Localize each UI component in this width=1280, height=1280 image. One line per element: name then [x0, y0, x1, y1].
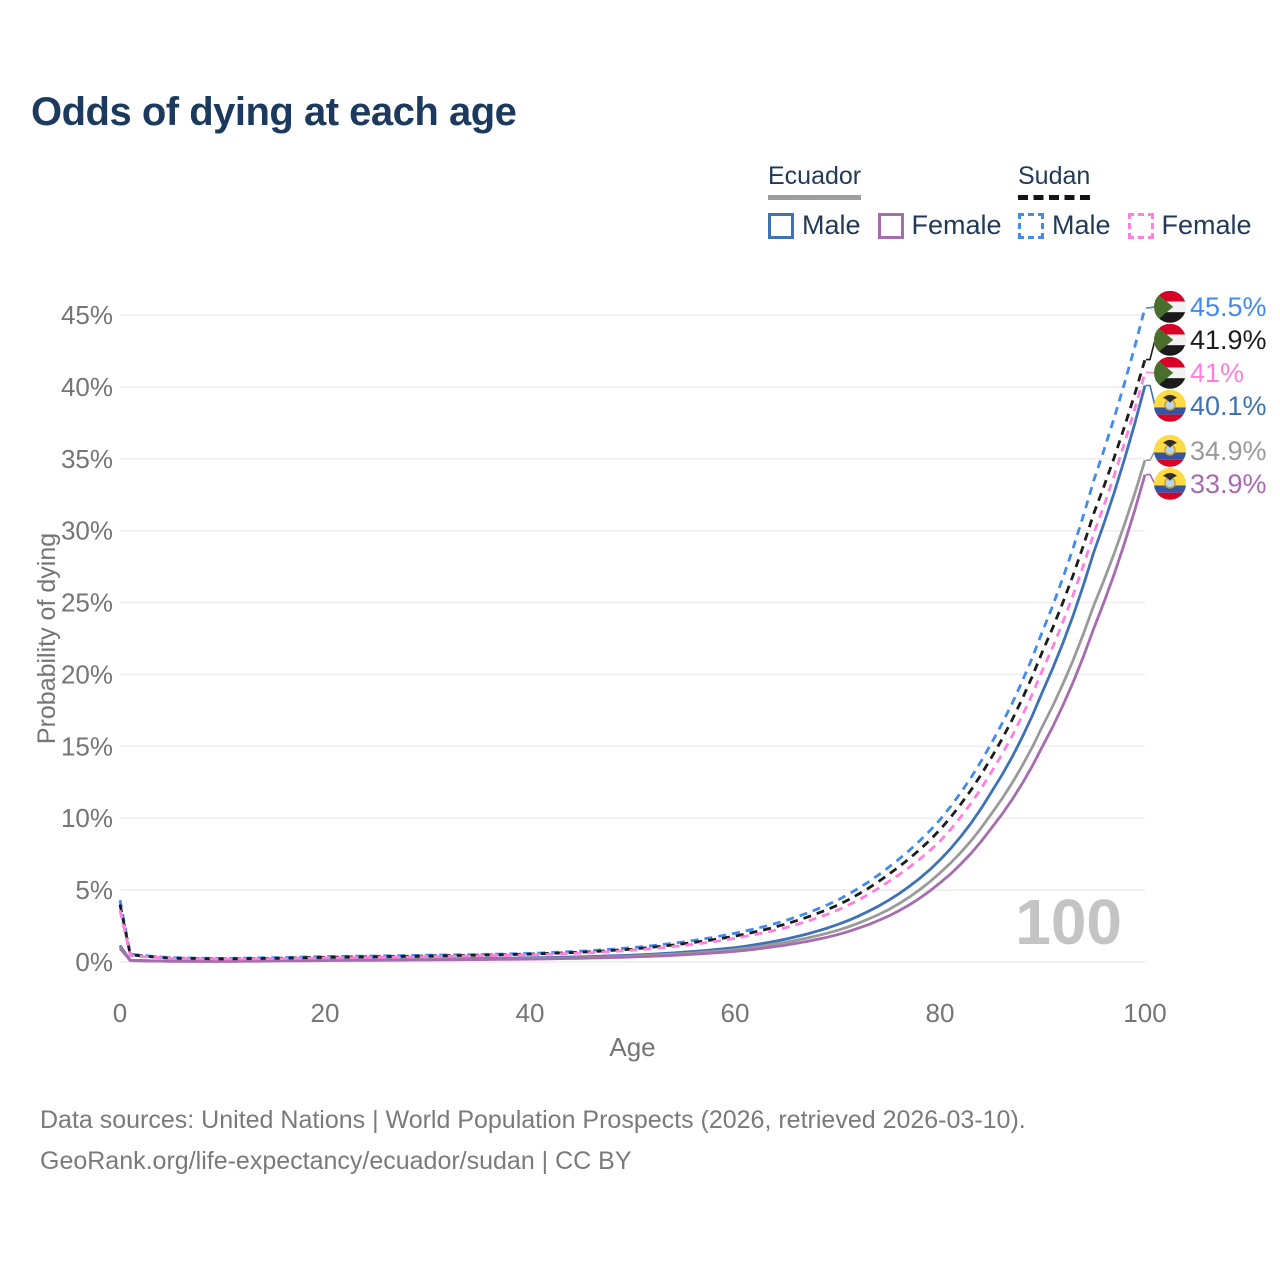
flag-ecuador-icon	[1154, 434, 1186, 467]
legend-swatch-icon	[1127, 212, 1154, 239]
flag-sudan-icon	[1154, 356, 1186, 389]
legend-item-ecuador-male[interactable]: Male	[768, 210, 861, 241]
legend-item-label: Male	[1052, 210, 1111, 240]
x-tick-label: 40	[516, 998, 545, 1028]
series-line-sudan-female	[118, 372, 1147, 961]
flag-sudan-icon	[1154, 323, 1186, 356]
legend-item-label: Female	[1161, 210, 1252, 240]
x-axis-title: Age	[609, 1032, 655, 1062]
end-label-ecuador-male: 40.1%	[1190, 391, 1267, 421]
footer-data-sources: Data sources: United Nations | World Pop…	[40, 1106, 1026, 1134]
y-tick-label: 35%	[61, 444, 113, 474]
x-tick-label: 20	[311, 998, 340, 1028]
x-tick-label: 100	[1123, 998, 1166, 1028]
x-tick-label: 80	[926, 998, 955, 1028]
end-label-sudan-all: 41.9%	[1190, 325, 1267, 355]
legend-item-label: Female	[911, 210, 1002, 240]
end-label-ecuador-female: 33.9%	[1190, 469, 1267, 499]
legend-item-sudan-female[interactable]: Female	[1127, 210, 1252, 241]
legend-swatch-icon	[877, 212, 904, 239]
legend-country-sudan[interactable]: Sudan	[1018, 162, 1091, 200]
legend-swatch-icon	[1018, 212, 1044, 239]
footer-attribution: GeoRank.org/life-expectancy/ecuador/suda…	[40, 1147, 632, 1175]
y-tick-label: 5%	[75, 875, 113, 905]
legend-item-label: Male	[802, 210, 861, 240]
legend-item-ecuador-female[interactable]: Female	[877, 210, 1002, 241]
y-tick-label: 10%	[61, 803, 113, 833]
y-tick-label: 0%	[75, 947, 113, 977]
y-tick-label: 20%	[61, 659, 113, 689]
flag-ecuador-icon	[1154, 389, 1186, 422]
x-tick-label: 60	[721, 998, 750, 1028]
series-line-sudan-all	[118, 359, 1147, 961]
page-title: Odds of dying at each age	[31, 90, 517, 134]
hover-age-indicator: 100	[1015, 886, 1122, 958]
end-label-sudan-male: 45.5%	[1190, 292, 1267, 322]
y-tick-label: 15%	[61, 731, 113, 761]
legend-items-row: Male Female	[768, 210, 1002, 241]
footer: Data sources: United Nations | World Pop…	[40, 1100, 1240, 1182]
series-line-ecuador-female	[118, 474, 1147, 963]
y-tick-label: 30%	[61, 516, 113, 546]
x-tick-label: 0	[113, 998, 127, 1028]
line-chart: 0% 5% 10% 15% 20% 25% 30% 35% 40% 45% 0 20 40 60 80 100…	[33, 290, 1267, 1062]
legend-items-row: Male Female	[1018, 210, 1252, 241]
y-tick-label: 25%	[61, 588, 113, 618]
chart-svg: 0% 5% 10% 15% 20% 25% 30% 35% 40% 45% 0 20 40 60 80 100…	[33, 290, 1267, 1062]
y-tick-label: 45%	[61, 300, 113, 330]
series-line-ecuador-all	[118, 459, 1147, 963]
flag-sudan-icon	[1154, 290, 1186, 323]
series-line-sudan-male	[118, 307, 1147, 960]
legend-group-sudan: Sudan Male Female	[1018, 162, 1252, 241]
legend-item-sudan-male[interactable]: Male	[1018, 210, 1111, 241]
y-axis-title: Probability of dying	[33, 533, 61, 744]
flag-ecuador-icon	[1154, 467, 1186, 500]
y-tick-label: 40%	[61, 372, 113, 402]
legend-country-ecuador[interactable]: Ecuador	[768, 162, 862, 200]
legend-group-ecuador: Ecuador Male Female	[768, 162, 1002, 241]
end-label-ecuador-all: 34.9%	[1190, 436, 1267, 466]
series-line-ecuador-male	[118, 385, 1147, 963]
end-label-sudan-female: 41%	[1190, 358, 1244, 388]
legend-swatch-icon	[768, 212, 794, 239]
